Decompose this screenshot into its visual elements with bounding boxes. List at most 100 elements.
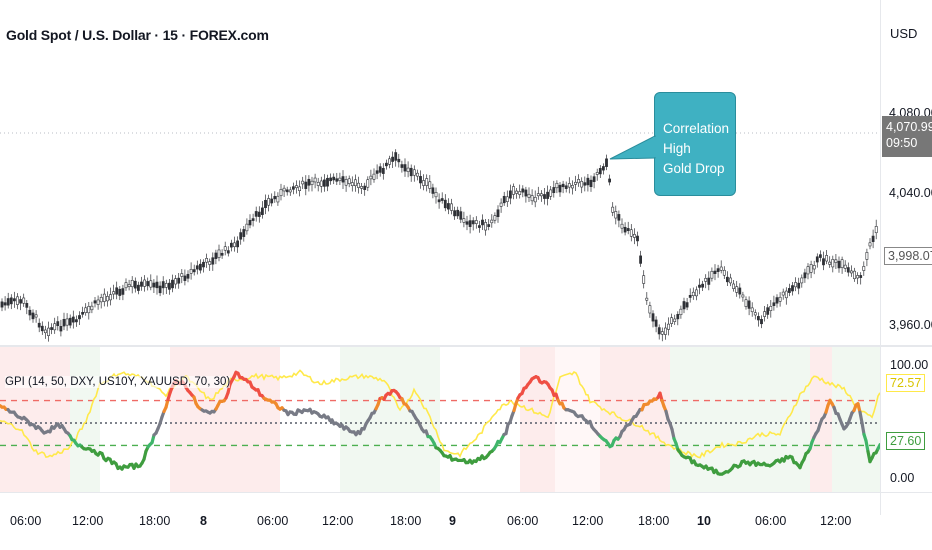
candle-body xyxy=(99,297,103,303)
candle-body xyxy=(226,250,230,254)
candle-body xyxy=(825,255,829,262)
time-label: 06:00 xyxy=(10,514,42,528)
candle-body xyxy=(623,226,627,233)
gpi-segment xyxy=(864,439,870,454)
candle-body xyxy=(155,281,159,289)
candle-body xyxy=(257,211,261,217)
candle-body xyxy=(242,229,246,237)
candle-body xyxy=(558,184,562,193)
pane-separator[interactable] xyxy=(0,345,932,347)
candle-body xyxy=(118,288,122,296)
candle-body xyxy=(626,228,630,231)
gpi-segment xyxy=(860,421,866,437)
correlation-callout[interactable]: Correlation High Gold Drop xyxy=(654,92,736,196)
candle-body xyxy=(121,288,125,295)
time-label: 9 xyxy=(449,514,456,528)
price-chart[interactable] xyxy=(0,0,880,345)
candle-body xyxy=(59,326,63,332)
candle-body xyxy=(614,211,618,219)
candle-body xyxy=(775,297,779,304)
candle-body xyxy=(654,319,658,327)
candle-body xyxy=(710,270,714,279)
time-axis-separator xyxy=(0,492,932,493)
candle-body xyxy=(270,198,274,204)
candle-body xyxy=(725,276,729,283)
candle-body xyxy=(230,242,233,248)
candle-body xyxy=(245,223,249,232)
candle-body xyxy=(96,299,100,305)
candle-body xyxy=(307,178,311,186)
candle-body xyxy=(722,269,726,276)
candle-body xyxy=(233,242,236,248)
price-tick: 3,960.00 xyxy=(889,318,932,332)
candle-body xyxy=(496,209,500,218)
candle-body xyxy=(394,152,398,161)
candle-body xyxy=(87,306,91,314)
indicator-pane[interactable] xyxy=(0,347,880,492)
candle-body xyxy=(202,261,205,268)
time-label: 18:00 xyxy=(390,514,422,528)
candle-body xyxy=(589,179,593,188)
candle-body xyxy=(400,164,404,168)
candle-body xyxy=(171,279,174,289)
callout-pointer xyxy=(609,135,657,160)
candle-body xyxy=(570,185,574,189)
candle-body xyxy=(744,299,748,307)
candle-body xyxy=(326,177,329,187)
candle-body xyxy=(276,195,280,203)
candle-body xyxy=(477,225,481,228)
candle-body xyxy=(781,291,785,296)
candle-body xyxy=(577,179,581,184)
regime-band xyxy=(555,347,600,492)
indicator-legend[interactable]: GPI (14, 50, DXY, US10Y, XAUUSD, 70, 30) xyxy=(5,376,231,388)
candle-body xyxy=(629,229,633,237)
candle-body xyxy=(124,282,128,289)
candle-body xyxy=(620,223,624,229)
candle-body xyxy=(837,260,841,269)
candle-body xyxy=(843,264,847,269)
candle-body xyxy=(663,327,667,335)
candle-body xyxy=(78,315,81,320)
candle-body xyxy=(50,327,54,330)
candle-body xyxy=(13,298,16,302)
candle-body xyxy=(295,185,298,189)
time-label: 06:00 xyxy=(755,514,787,528)
candle-body xyxy=(291,186,295,190)
candle-body xyxy=(465,221,469,225)
candle-body xyxy=(499,202,503,207)
price-marker-tag: 3,998.07 xyxy=(884,247,932,265)
candle-body xyxy=(350,182,354,186)
candle-body xyxy=(372,173,376,180)
candle-body xyxy=(301,180,305,185)
candle-body xyxy=(428,181,432,189)
candle-body xyxy=(313,177,317,183)
candle-body xyxy=(487,224,491,227)
candle-body xyxy=(127,284,131,287)
candle-body xyxy=(378,166,382,173)
time-label: 12:00 xyxy=(322,514,354,528)
candle-body xyxy=(0,301,4,308)
currency-label[interactable]: USD xyxy=(890,26,918,41)
candle-body xyxy=(853,270,856,280)
candle-body xyxy=(115,287,119,295)
candle-body xyxy=(707,277,711,285)
candle-body xyxy=(834,259,838,263)
candle-body xyxy=(688,294,692,298)
candle-body xyxy=(397,158,401,163)
candle-body xyxy=(561,183,565,188)
symbol-title[interactable]: Gold Spot / U.S. Dollar · 15 · FOREX.com xyxy=(6,27,269,43)
candle-body xyxy=(43,329,47,334)
candle-body xyxy=(822,258,825,266)
candle-body xyxy=(195,265,199,270)
candle-body xyxy=(62,319,66,327)
candle-body xyxy=(791,285,794,292)
last-price: 4,070.99 xyxy=(886,120,932,134)
candle-body xyxy=(459,211,463,220)
candle-body xyxy=(868,242,872,247)
candle-body xyxy=(552,187,556,194)
candle-body xyxy=(285,189,289,193)
candle-body xyxy=(422,180,426,186)
candle-body xyxy=(515,190,519,194)
candle-body xyxy=(304,181,308,189)
